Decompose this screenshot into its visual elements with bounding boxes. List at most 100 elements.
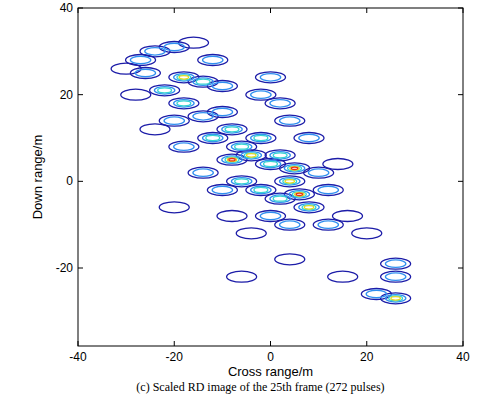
contour <box>198 55 228 66</box>
contour <box>229 158 235 160</box>
contour <box>318 221 338 228</box>
contour <box>285 180 294 183</box>
contour <box>295 193 304 196</box>
contour <box>193 113 213 120</box>
contour <box>275 115 305 126</box>
y-tick-label: -20 <box>56 261 74 275</box>
x-tick <box>174 8 175 13</box>
contour <box>256 72 286 83</box>
contour <box>265 150 295 161</box>
contour <box>381 258 411 269</box>
x-tick-label: 40 <box>456 350 470 364</box>
contour <box>291 167 297 169</box>
contour <box>212 186 232 193</box>
y-axis-title: Down range/m <box>30 135 45 220</box>
contour <box>280 178 300 185</box>
contour <box>225 157 239 162</box>
contour <box>260 212 280 219</box>
contour <box>140 124 170 135</box>
y-tick-label: 0 <box>66 174 73 188</box>
contour <box>241 152 261 159</box>
caption: (c) Scaled RD image of the 25th frame (2… <box>136 380 384 394</box>
contour <box>207 107 237 118</box>
contour <box>235 144 249 149</box>
x-tick <box>78 8 79 13</box>
contour <box>299 134 319 141</box>
contour <box>381 271 411 282</box>
x-axis-title: Cross range/m <box>228 364 313 379</box>
contour <box>203 56 223 63</box>
contour <box>273 196 287 201</box>
contour <box>254 187 268 192</box>
x-tick <box>366 8 367 13</box>
contour <box>188 111 218 122</box>
contour <box>275 254 305 265</box>
contour <box>231 143 251 150</box>
y-tick <box>78 8 83 9</box>
contour <box>280 117 300 124</box>
contour <box>179 76 188 79</box>
contour <box>247 154 256 157</box>
contour <box>294 202 324 213</box>
contour <box>292 192 306 197</box>
contour <box>302 205 316 210</box>
contour <box>251 91 271 98</box>
contour <box>284 189 314 200</box>
contour <box>270 195 290 202</box>
contour <box>193 169 213 176</box>
contour <box>207 81 237 92</box>
contour <box>174 143 194 150</box>
x-tick-label: -40 <box>69 350 87 364</box>
contour <box>111 63 141 74</box>
y-tick <box>458 94 463 95</box>
y-tick <box>458 181 463 182</box>
y-tick-label: 20 <box>60 88 74 102</box>
contour <box>158 88 172 93</box>
contour <box>212 82 232 89</box>
x-tick <box>270 8 271 13</box>
contour <box>169 141 199 152</box>
contour <box>231 178 251 185</box>
contour <box>235 179 249 184</box>
contour <box>212 108 232 115</box>
contour <box>366 290 386 297</box>
contour <box>225 127 239 132</box>
contour <box>179 37 209 48</box>
contour <box>381 293 411 304</box>
contour <box>227 158 236 161</box>
contour <box>121 89 151 100</box>
contour <box>150 85 180 96</box>
contour <box>177 75 191 80</box>
contour <box>154 87 174 94</box>
contour <box>299 204 319 211</box>
contour <box>246 133 276 144</box>
contour <box>251 186 271 193</box>
contour <box>217 154 247 165</box>
contour <box>294 133 324 144</box>
plot-bg <box>78 8 463 346</box>
contour <box>227 271 257 282</box>
contour <box>140 46 170 57</box>
contour <box>196 79 210 84</box>
contour <box>164 117 184 124</box>
contour <box>254 135 268 140</box>
contour <box>385 260 405 267</box>
contour <box>273 153 287 158</box>
contour <box>270 152 290 159</box>
contour <box>280 163 310 174</box>
contour <box>251 134 271 141</box>
contour <box>188 167 218 178</box>
contour <box>130 56 150 63</box>
contour <box>304 206 313 209</box>
x-tick <box>463 341 464 346</box>
contour <box>206 135 220 140</box>
x-tick <box>78 341 79 346</box>
contour <box>207 185 237 196</box>
contour <box>265 98 295 109</box>
contour <box>145 48 165 55</box>
contour <box>389 296 403 301</box>
chart: -40-2002040-2002040Cross range/mDown ran… <box>0 0 493 397</box>
contour <box>385 295 405 302</box>
x-tick <box>270 341 271 346</box>
contour <box>130 68 160 79</box>
